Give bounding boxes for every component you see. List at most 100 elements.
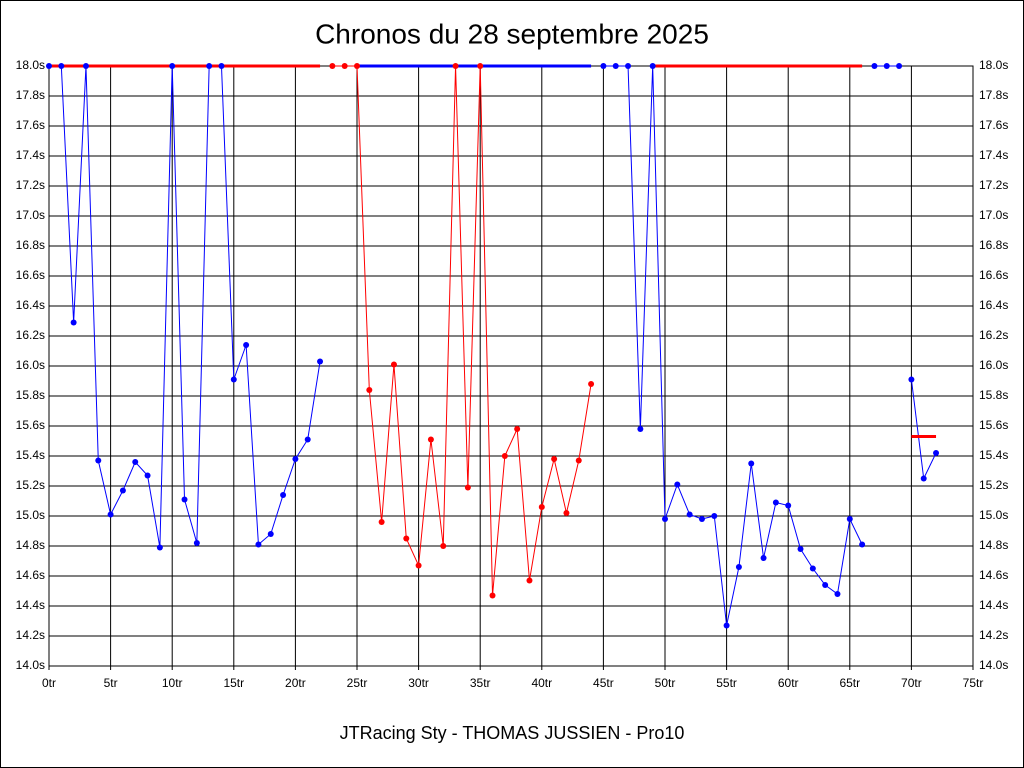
x-tick-label: 25tr bbox=[347, 676, 368, 690]
y-tick-label: 16.4s bbox=[16, 298, 45, 312]
y2-tick-label: 15.2s bbox=[979, 478, 1008, 492]
lap-point bbox=[70, 319, 77, 326]
y-tick-label: 16.6s bbox=[16, 268, 45, 282]
y-tick-label: 17.4s bbox=[16, 148, 45, 162]
lap-point bbox=[588, 381, 595, 387]
y-tick-label: 17.6s bbox=[16, 118, 45, 132]
lap-point bbox=[193, 540, 200, 546]
y2-tick-label: 15.0s bbox=[979, 508, 1008, 522]
x-tick-label: 55tr bbox=[716, 676, 737, 690]
y2-tick-label: 16.2s bbox=[979, 328, 1008, 342]
lap-point bbox=[119, 487, 126, 494]
lap-point bbox=[218, 63, 225, 69]
lap-point bbox=[785, 502, 792, 509]
y2-tick-label: 14.4s bbox=[979, 598, 1008, 612]
x-tick-label: 0tr bbox=[42, 676, 56, 690]
x-tick-label: 40tr bbox=[531, 676, 552, 690]
y-tick-label: 16.0s bbox=[16, 358, 45, 372]
lap-point bbox=[908, 376, 915, 383]
lap-point bbox=[107, 511, 114, 518]
y2-tick-label: 14.0s bbox=[979, 658, 1008, 672]
series-line bbox=[603, 65, 863, 626]
lap-point bbox=[464, 484, 471, 491]
lap-point bbox=[440, 543, 447, 549]
y2-tick-label: 15.6s bbox=[979, 418, 1008, 432]
lap-point bbox=[551, 456, 558, 462]
lap-point bbox=[501, 453, 508, 459]
y2-tick-label: 16.4s bbox=[979, 298, 1008, 312]
y-tick-label: 14.4s bbox=[16, 598, 45, 612]
x-tick-label: 45tr bbox=[593, 676, 614, 690]
lap-point bbox=[415, 562, 422, 569]
lap-point bbox=[933, 450, 940, 456]
lap-point bbox=[514, 426, 521, 432]
y2-tick-label: 14.6s bbox=[979, 568, 1008, 582]
lap-point bbox=[255, 541, 262, 548]
lap-point bbox=[600, 63, 607, 69]
lap-point bbox=[772, 499, 779, 506]
x-tick-label: 5tr bbox=[104, 676, 118, 690]
x-tick-label: 10tr bbox=[162, 676, 183, 690]
y-tick-label: 17.8s bbox=[16, 88, 45, 102]
lap-point bbox=[896, 63, 903, 69]
y-tick-label: 14.6s bbox=[16, 568, 45, 582]
lap-point bbox=[292, 456, 299, 462]
lap-point bbox=[243, 342, 250, 348]
lap-point bbox=[354, 63, 360, 69]
y2-tick-label: 17.4s bbox=[979, 148, 1008, 162]
y2-tick-label: 14.2s bbox=[979, 628, 1008, 642]
lap-point bbox=[859, 541, 866, 548]
y-tick-label: 16.2s bbox=[16, 328, 45, 342]
lap-point bbox=[575, 457, 582, 464]
lap-point bbox=[723, 622, 730, 629]
y2-tick-label: 17.2s bbox=[979, 178, 1008, 192]
lap-point bbox=[711, 513, 718, 519]
y-tick-label: 14.0s bbox=[16, 658, 45, 672]
lap-point bbox=[797, 546, 804, 552]
lap-point bbox=[95, 457, 102, 464]
y-tick-label: 15.0s bbox=[16, 508, 45, 522]
lap-point bbox=[649, 63, 656, 69]
x-tick-label: 60tr bbox=[778, 676, 799, 690]
lap-point bbox=[181, 496, 188, 503]
lap-point bbox=[378, 519, 385, 525]
chart-title: Chronos du 28 septembre 2025 bbox=[315, 18, 709, 49]
lap-point bbox=[834, 591, 841, 597]
lap-point bbox=[674, 481, 681, 488]
x-tick-label: 75tr bbox=[963, 676, 984, 690]
lap-point bbox=[267, 531, 274, 537]
lap-point bbox=[58, 63, 65, 69]
lap-point bbox=[748, 460, 755, 467]
lap-point bbox=[156, 544, 163, 551]
lap-point bbox=[403, 535, 410, 542]
series-line bbox=[332, 65, 592, 596]
y2-tick-label: 17.0s bbox=[979, 208, 1008, 222]
lap-point bbox=[920, 475, 927, 482]
lap-point bbox=[735, 564, 742, 570]
lap-point bbox=[427, 436, 434, 443]
chart-caption: JTRacing Sty - THOMAS JUSSIEN - Pro10 bbox=[340, 723, 685, 743]
y2-tick-label: 17.6s bbox=[979, 118, 1008, 132]
x-tick-label: 20tr bbox=[285, 676, 306, 690]
y2-tick-label: 16.8s bbox=[979, 238, 1008, 252]
lap-point bbox=[206, 63, 213, 69]
lap-point bbox=[662, 516, 668, 522]
lap-point bbox=[637, 426, 644, 432]
lap-point bbox=[760, 555, 767, 561]
lap-point bbox=[686, 511, 693, 518]
lap-point bbox=[871, 63, 878, 69]
lap-point bbox=[846, 516, 853, 522]
y2-tick-label: 18.0s bbox=[979, 58, 1008, 72]
lap-point bbox=[341, 63, 348, 69]
lap-point bbox=[822, 582, 829, 588]
x-tick-label: 70tr bbox=[901, 676, 922, 690]
lap-point bbox=[390, 361, 397, 368]
lap-point bbox=[304, 436, 311, 443]
y-tick-label: 14.2s bbox=[16, 628, 45, 642]
lap-point bbox=[280, 492, 287, 498]
x-tick-label: 50tr bbox=[655, 676, 676, 690]
lap-point bbox=[809, 565, 816, 572]
lap-point bbox=[698, 516, 705, 522]
